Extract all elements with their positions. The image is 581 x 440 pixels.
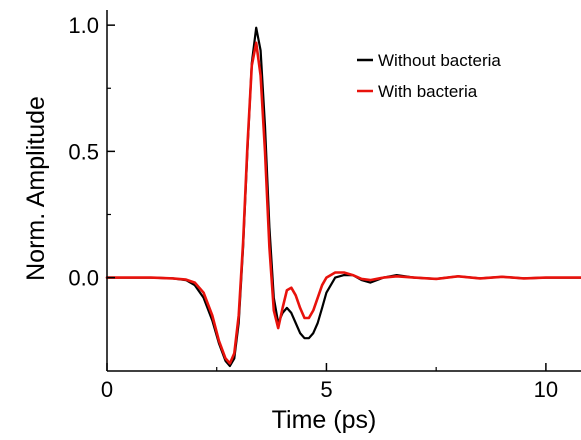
- series-line-0: [105, 26, 581, 368]
- y-axis-title: Norm. Amplitude: [22, 96, 50, 281]
- x-tick-label-1: 5: [320, 377, 332, 402]
- axes-layer: [106, 10, 581, 372]
- x-tick-label-2: 10: [534, 377, 558, 402]
- legend-label-1: With bacteria: [378, 82, 478, 101]
- series-layer: [105, 26, 581, 368]
- series-line-1: [105, 41, 581, 365]
- y-tick-label-2: 1.0: [68, 13, 99, 38]
- legend-label-0: Without bacteria: [378, 51, 501, 70]
- legend: Without bacteria With bacteria: [357, 51, 501, 101]
- y-tick-label-1: 0.5: [68, 139, 99, 164]
- y-tick-label-0: 0.0: [68, 266, 99, 291]
- ticks-layer: 0 5 10 0.0 0.5 1.0: [68, 13, 558, 402]
- x-axis-title: Time (ps): [272, 406, 377, 434]
- x-tick-label-0: 0: [101, 377, 113, 402]
